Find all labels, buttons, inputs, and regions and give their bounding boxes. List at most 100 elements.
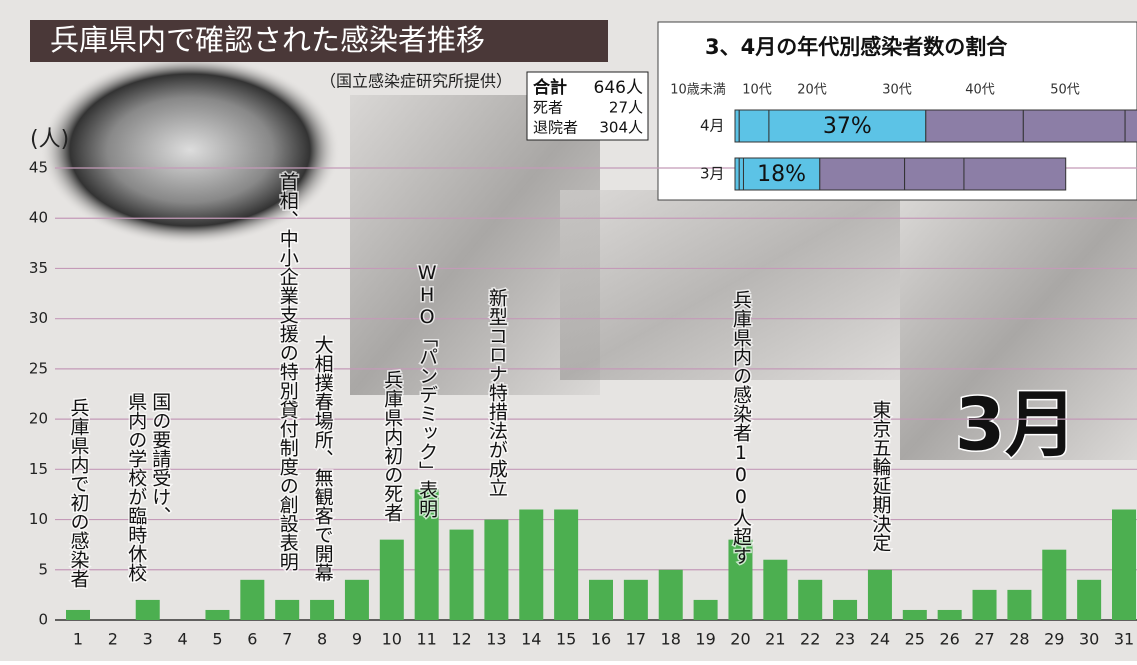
x-tick-label: 12	[451, 630, 471, 649]
x-tick-label: 4	[178, 630, 188, 649]
event-annotation: 首相、中小企業支援の特別貸付制度の創設表明	[277, 172, 299, 571]
inset-title: 3、4月の年代別感染者数の割合	[705, 35, 1008, 59]
legend-label: 20代	[797, 83, 827, 98]
x-tick-label: 28	[1009, 630, 1029, 649]
x-tick-label: 17	[626, 630, 646, 649]
totals-label: 退院者	[533, 119, 578, 137]
bar	[275, 599, 300, 620]
event-annotation: 兵庫県内の感染者100人超す	[730, 290, 752, 565]
bar	[135, 599, 160, 620]
y-tick-label: 15	[29, 460, 48, 478]
bar	[414, 489, 439, 620]
bar	[658, 569, 683, 620]
segment	[1022, 109, 1126, 143]
bar	[972, 589, 997, 620]
totals-value: 646人	[594, 78, 643, 98]
x-tick-label: 21	[765, 630, 785, 649]
row-label: 3月	[700, 165, 725, 183]
x-tick-label: 3	[143, 630, 153, 649]
bar	[1112, 509, 1136, 620]
legend-label: 40代	[965, 83, 995, 98]
bar	[1007, 589, 1032, 620]
bar	[833, 599, 858, 620]
x-tick-label: 13	[486, 630, 506, 649]
bar	[693, 599, 718, 620]
x-tick-label: 31	[1114, 630, 1134, 649]
y-tick-label: 30	[29, 309, 48, 327]
totals-box	[526, 71, 649, 141]
x-tick-label: 10	[382, 630, 402, 649]
segment	[734, 109, 740, 143]
event-annotation: 東京五輪延期決定	[869, 400, 891, 552]
street-photo	[900, 200, 1137, 460]
bar	[623, 579, 648, 620]
x-tick-label: 8	[317, 630, 327, 649]
event-annotation: 兵庫県内初の死者	[381, 370, 403, 522]
building-photo	[560, 190, 900, 380]
x-tick-label: 9	[352, 630, 362, 649]
segment	[742, 157, 821, 191]
event-annotation: 国の要請受け、	[149, 392, 171, 525]
bar	[902, 609, 927, 620]
x-tick-label: 16	[591, 630, 611, 649]
bar	[379, 539, 404, 620]
x-tick-label: 30	[1079, 630, 1099, 649]
segment	[963, 157, 1067, 191]
y-axis-label: (人)	[30, 127, 69, 152]
x-tick-label: 2	[108, 630, 118, 649]
month-label: 3月	[955, 383, 1077, 467]
subtitle: （国立感染症研究所提供）	[320, 72, 512, 91]
x-tick-label: 5	[212, 630, 222, 649]
event-annotation: 兵庫県内で初の感染者	[68, 398, 90, 588]
y-tick-label: 25	[29, 359, 48, 377]
segment	[734, 157, 740, 191]
x-tick-label: 15	[556, 630, 576, 649]
legend-label: 50代	[1050, 83, 1080, 98]
y-tick-label: 0	[38, 611, 48, 629]
bar	[937, 609, 962, 620]
bar	[589, 579, 613, 620]
y-tick-label: 10	[29, 510, 48, 528]
bar	[763, 559, 788, 620]
bar	[240, 579, 265, 620]
totals-label: 合計	[533, 77, 567, 98]
x-tick-label: 24	[870, 630, 890, 649]
segment	[1124, 109, 1137, 143]
y-tick-label: 40	[29, 209, 48, 227]
bar	[728, 539, 753, 620]
bar	[1042, 549, 1067, 620]
x-tick-label: 25	[905, 630, 925, 649]
bar	[66, 609, 90, 620]
crowd-photo	[350, 95, 600, 395]
legend-label: 10歳未満	[670, 83, 726, 98]
bar	[1077, 579, 1102, 620]
event-annotation: 大相撲春場所、無観客で開幕	[312, 335, 334, 582]
totals-value: 27人	[609, 99, 643, 117]
x-tick-label: 11	[416, 630, 436, 649]
legend-label: 30代	[882, 83, 912, 98]
virus-photo	[40, 55, 340, 245]
y-tick-label: 35	[29, 259, 48, 277]
bar	[867, 569, 892, 620]
bar	[449, 529, 474, 620]
totals-value: 304人	[599, 119, 643, 137]
x-tick-label: 23	[835, 630, 855, 649]
y-tick-label: 20	[29, 410, 48, 428]
x-tick-label: 14	[521, 630, 541, 649]
x-tick-label: 27	[974, 630, 994, 649]
legend-label: 10代	[742, 83, 772, 98]
totals-label: 死者	[533, 99, 563, 117]
bar	[310, 599, 335, 620]
x-tick-label: 26	[939, 630, 959, 649]
x-tick-label: 22	[800, 630, 820, 649]
title-banner	[30, 20, 608, 62]
x-tick-label: 7	[282, 630, 292, 649]
segment	[904, 157, 965, 191]
x-tick-label: 20	[730, 630, 750, 649]
bar	[344, 579, 369, 620]
event-annotation: WHO「パンデミック」表明	[416, 262, 438, 518]
x-tick-label: 1	[73, 630, 83, 649]
bar	[554, 509, 579, 620]
x-tick-label: 18	[661, 630, 681, 649]
